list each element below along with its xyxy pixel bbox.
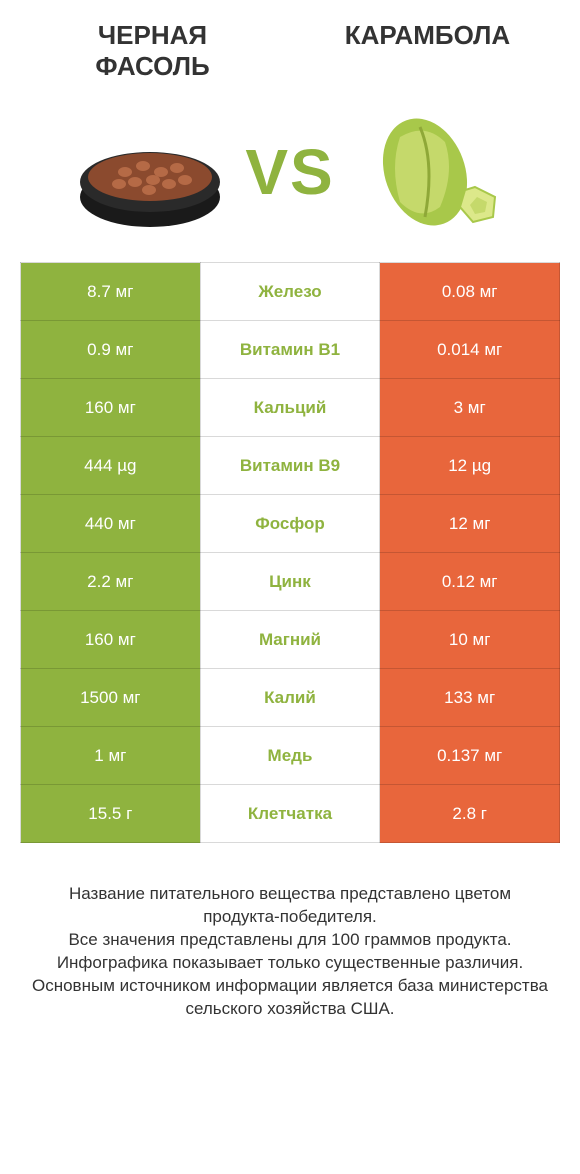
right-food-title: КАРАМБОЛА bbox=[315, 20, 540, 82]
cell-right-value: 0.014 мг bbox=[380, 321, 560, 379]
footer-line: Инфографика показывает только существенн… bbox=[30, 952, 550, 975]
right-food-icon bbox=[345, 102, 515, 242]
table-row: 2.2 мгЦинк0.12 мг bbox=[21, 553, 560, 611]
cell-right-value: 12 мг bbox=[380, 495, 560, 553]
footer-line: Основным источником информации является … bbox=[30, 975, 550, 1021]
cell-nutrient-name: Медь bbox=[200, 727, 380, 785]
footer-notes: Название питательного вещества представл… bbox=[30, 883, 550, 1021]
cell-left-value: 8.7 мг bbox=[21, 263, 201, 321]
table-row: 160 мгМагний10 мг bbox=[21, 611, 560, 669]
cell-nutrient-name: Витамин B1 bbox=[200, 321, 380, 379]
cell-right-value: 2.8 г bbox=[380, 785, 560, 843]
header: ЧЕРНАЯ ФАСОЛЬ КАРАМБОЛА bbox=[0, 0, 580, 92]
table-row: 160 мгКальций3 мг bbox=[21, 379, 560, 437]
left-food-title: ЧЕРНАЯ ФАСОЛЬ bbox=[40, 20, 265, 82]
comparison-table: 8.7 мгЖелезо0.08 мг0.9 мгВитамин B10.014… bbox=[20, 262, 560, 843]
cell-right-value: 133 мг bbox=[380, 669, 560, 727]
cell-nutrient-name: Витамин B9 bbox=[200, 437, 380, 495]
cell-right-value: 3 мг bbox=[380, 379, 560, 437]
cell-left-value: 1500 мг bbox=[21, 669, 201, 727]
cell-left-value: 440 мг bbox=[21, 495, 201, 553]
cell-nutrient-name: Калий bbox=[200, 669, 380, 727]
cell-right-value: 12 µg bbox=[380, 437, 560, 495]
cell-right-value: 0.137 мг bbox=[380, 727, 560, 785]
cell-left-value: 15.5 г bbox=[21, 785, 201, 843]
table-row: 15.5 гКлетчатка2.8 г bbox=[21, 785, 560, 843]
table-row: 1 мгМедь0.137 мг bbox=[21, 727, 560, 785]
cell-left-value: 2.2 мг bbox=[21, 553, 201, 611]
cell-nutrient-name: Магний bbox=[200, 611, 380, 669]
cell-nutrient-name: Кальций bbox=[200, 379, 380, 437]
vs-label: VS bbox=[245, 135, 334, 209]
cell-left-value: 1 мг bbox=[21, 727, 201, 785]
cell-right-value: 0.08 мг bbox=[380, 263, 560, 321]
cell-nutrient-name: Цинк bbox=[200, 553, 380, 611]
footer-line: Все значения представлены для 100 граммо… bbox=[30, 929, 550, 952]
table-row: 0.9 мгВитамин B10.014 мг bbox=[21, 321, 560, 379]
cell-right-value: 10 мг bbox=[380, 611, 560, 669]
table-row: 440 мгФосфор12 мг bbox=[21, 495, 560, 553]
cell-right-value: 0.12 мг bbox=[380, 553, 560, 611]
cell-left-value: 0.9 мг bbox=[21, 321, 201, 379]
table-row: 1500 мгКалий133 мг bbox=[21, 669, 560, 727]
cell-nutrient-name: Фосфор bbox=[200, 495, 380, 553]
cell-left-value: 160 мг bbox=[21, 379, 201, 437]
cell-nutrient-name: Клетчатка bbox=[200, 785, 380, 843]
left-food-icon bbox=[65, 102, 235, 242]
footer-line: Название питательного вещества представл… bbox=[30, 883, 550, 929]
table-row: 444 µgВитамин B912 µg bbox=[21, 437, 560, 495]
cell-left-value: 160 мг bbox=[21, 611, 201, 669]
cell-left-value: 444 µg bbox=[21, 437, 201, 495]
table-row: 8.7 мгЖелезо0.08 мг bbox=[21, 263, 560, 321]
cell-nutrient-name: Железо bbox=[200, 263, 380, 321]
vs-row: VS bbox=[0, 92, 580, 262]
